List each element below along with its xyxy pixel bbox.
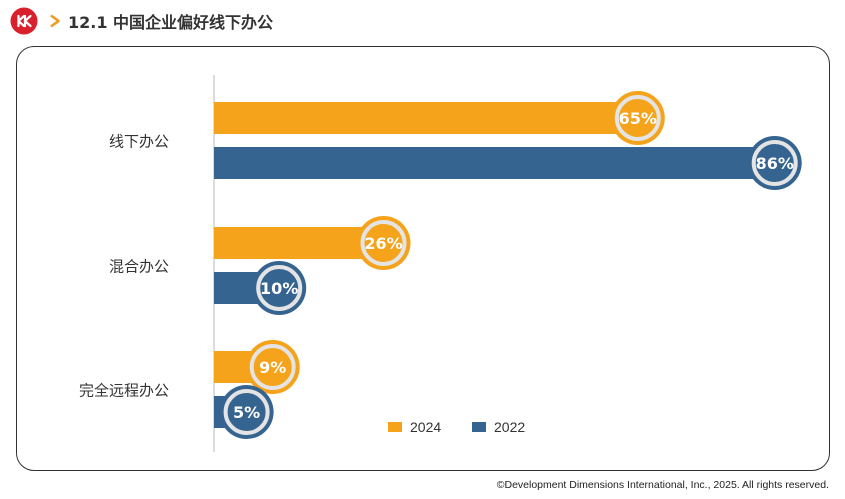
data-label: 26% (364, 234, 402, 253)
legend-swatch-2022 (472, 422, 486, 432)
page-title: 12.1 中国企业偏好线下办公 (68, 13, 274, 32)
value-marker-ring (256, 265, 303, 311)
legend-label: 2024 (410, 419, 441, 435)
page-header: 12.1 中国企业偏好线下办公 (10, 6, 273, 36)
category-label: 混合办公 (109, 258, 169, 276)
value-marker-ring (360, 220, 407, 266)
chevron-right-icon (50, 14, 60, 28)
copyright-text: ©Development Dimensions International, I… (496, 479, 829, 491)
data-label: 5% (233, 403, 260, 422)
bar-2022 (214, 147, 775, 179)
value-marker-ring (751, 140, 798, 186)
legend-label: 2022 (494, 419, 525, 435)
category-label: 线下办公 (109, 133, 169, 151)
bar-2024 (214, 227, 384, 259)
data-label: 10% (260, 279, 298, 298)
value-marker-ring (223, 389, 270, 435)
data-label: 86% (756, 154, 794, 173)
chart-panel: 线下办公 65% 86% 混合办公 26% 10% 完全远程办公 9% 5% 2024 2022 (16, 46, 830, 471)
value-marker-ring (249, 344, 296, 390)
bar-chart: 线下办公 65% 86% 混合办公 26% 10% 完全远程办公 9% 5% 2024 2022 (79, 75, 802, 452)
data-label: 65% (619, 109, 657, 128)
category-label: 完全远程办公 (79, 382, 169, 400)
bar-2024 (214, 102, 638, 134)
legend-swatch-2024 (388, 422, 402, 432)
ddi-logo-icon (10, 7, 38, 35)
data-label: 9% (259, 358, 286, 377)
value-marker-ring (614, 95, 661, 141)
